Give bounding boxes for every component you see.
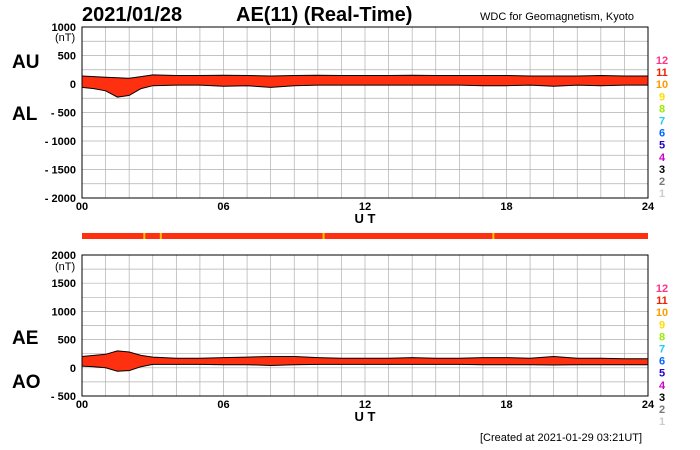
- legend-entry-6: 6: [659, 356, 665, 368]
- legend-entry-10: 10: [656, 79, 668, 91]
- y-tick-label: - 500: [51, 108, 76, 120]
- legend-entry-9: 9: [659, 91, 665, 103]
- plot-frame: [81, 254, 649, 397]
- au-label: AU: [12, 52, 40, 73]
- x-tick-label: 18: [500, 399, 512, 411]
- x-tick-label: 06: [217, 201, 229, 213]
- x-tick-label: 12: [359, 201, 371, 213]
- x-tick-label: 24: [642, 399, 655, 411]
- y-tick-label: - 500: [51, 391, 76, 403]
- x-tick-label: 12: [359, 399, 371, 411]
- x-tick-label: 18: [500, 201, 512, 213]
- status-flag-mark: [492, 233, 495, 239]
- series-line-ae: [81, 350, 648, 360]
- legend-entry-7: 7: [659, 344, 665, 356]
- y-tick-label: 1000: [52, 306, 76, 318]
- ae-label: AE: [12, 328, 39, 349]
- y-tick-label: 2000: [52, 250, 76, 262]
- legend-entry-11: 11: [656, 295, 668, 307]
- x-tick-label: 06: [217, 399, 229, 411]
- legend-entry-10: 10: [656, 307, 668, 319]
- y-tick-label: 1000: [52, 22, 76, 34]
- x-tick-label: 00: [76, 399, 88, 411]
- y-tick-label: 1500: [52, 278, 76, 290]
- al-label: AL: [12, 104, 38, 125]
- legend-entry-12: 12: [656, 55, 668, 67]
- legend-entry-7: 7: [659, 116, 665, 128]
- y-tick-label: - 1000: [45, 136, 76, 148]
- legend-entry-9: 9: [659, 319, 665, 331]
- series-band-au-al: [82, 74, 648, 98]
- legend-entry-3: 3: [659, 392, 665, 404]
- x-tick-label: 00: [76, 201, 88, 213]
- legend-entry-8: 8: [659, 331, 665, 343]
- ao-label: AO: [12, 372, 41, 393]
- legend-entry-5: 5: [659, 140, 665, 152]
- plot-frame: [81, 26, 649, 199]
- legend-entry-5: 5: [659, 368, 665, 380]
- x-axis-label: U T: [355, 211, 376, 226]
- y-tick-label: 500: [58, 335, 76, 347]
- x-tick-label: 24: [642, 201, 655, 213]
- legend-entry-2: 2: [659, 404, 665, 416]
- legend-entry-1: 1: [659, 188, 665, 200]
- y-tick-label: - 2000: [45, 193, 76, 205]
- status-flag-mark: [143, 233, 146, 239]
- legend-entry-6: 6: [659, 128, 665, 140]
- y-tick-label: 500: [58, 51, 76, 63]
- legend-entry-4: 4: [659, 152, 666, 164]
- unit-label-top: (nT): [55, 32, 76, 44]
- legend-entry-3: 3: [659, 164, 665, 176]
- created-timestamp: [Created at 2021-01-29 03:21UT]: [480, 432, 643, 444]
- legend-entry-4: 4: [659, 380, 666, 392]
- series-line-ao: [81, 363, 648, 372]
- unit-label-bottom: (nT): [55, 261, 76, 273]
- y-tick-label: 0: [70, 79, 76, 91]
- legend-entry-12: 12: [656, 283, 668, 295]
- chart-date: 2021/01/28: [82, 4, 183, 26]
- series-line-al: [81, 84, 648, 98]
- chart-title: AE(11) (Real-Time): [236, 4, 413, 26]
- legend-entry-1: 1: [659, 416, 665, 428]
- legend-entry-2: 2: [659, 176, 665, 188]
- data-source: WDC for Geomagnetism, Kyoto: [480, 11, 635, 23]
- y-tick-label: - 1500: [45, 165, 76, 177]
- legend-entry-8: 8: [659, 103, 665, 115]
- status-flag-mark: [322, 233, 325, 239]
- y-tick-label: 0: [70, 363, 76, 375]
- x-axis-label: U T: [355, 409, 376, 424]
- series-band-ae-ao: [82, 350, 648, 372]
- legend-entry-11: 11: [656, 67, 668, 79]
- station-status-bar: [82, 233, 648, 239]
- status-flag-mark: [159, 233, 162, 239]
- series-line-au: [81, 74, 648, 79]
